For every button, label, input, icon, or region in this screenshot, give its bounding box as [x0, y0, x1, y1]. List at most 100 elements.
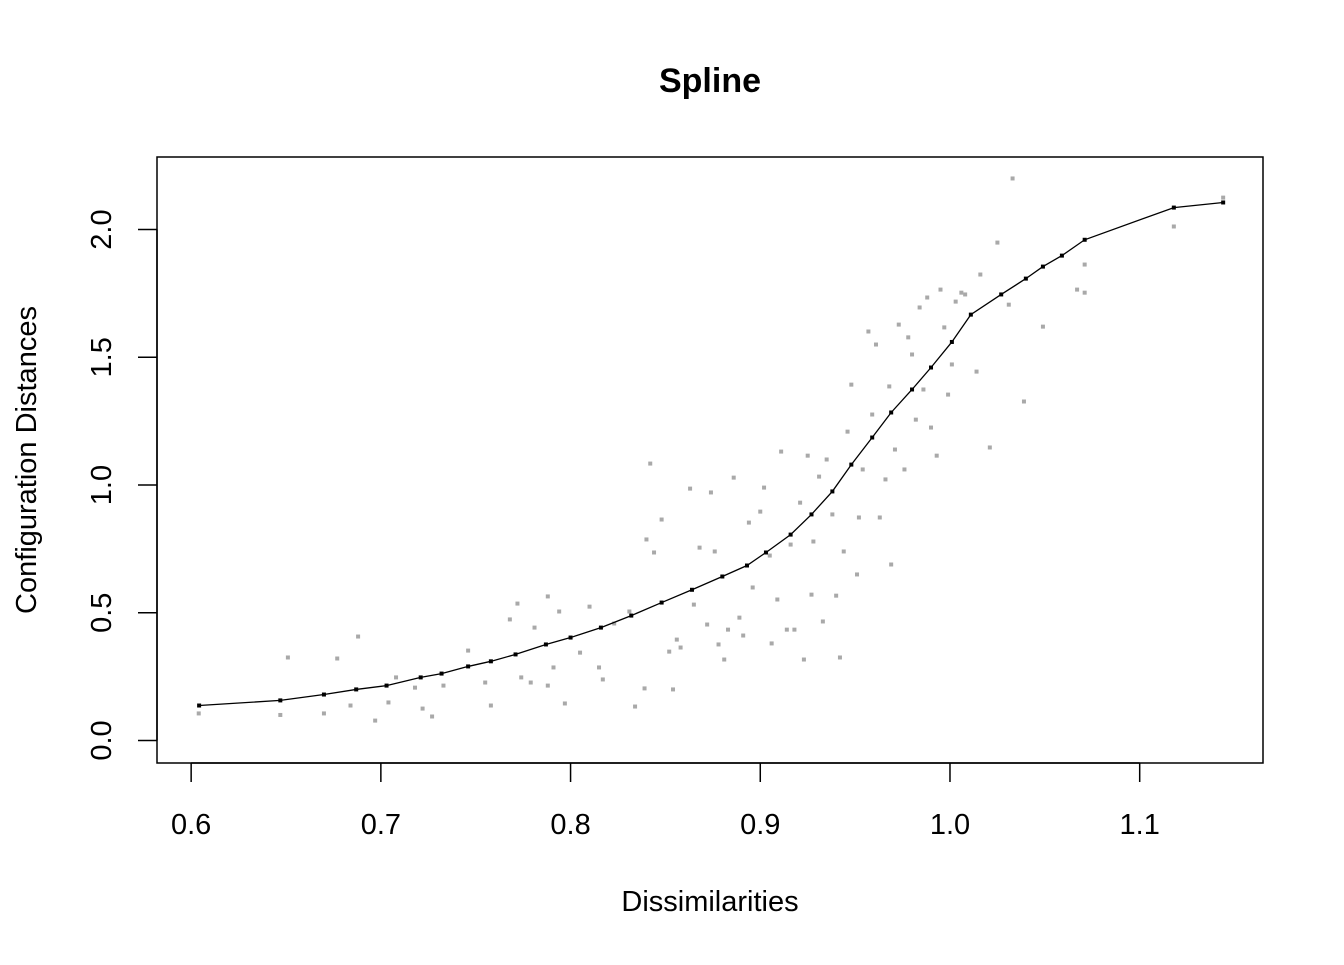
- observed-point: [873, 342, 878, 347]
- observed-point: [528, 680, 533, 685]
- fitted-point: [439, 671, 444, 676]
- observed-point: [612, 621, 617, 626]
- observed-point: [817, 474, 822, 479]
- observed-point: [688, 486, 693, 491]
- observed-point: [708, 490, 713, 495]
- fitted-point: [1082, 237, 1087, 242]
- observed-points: [196, 176, 1226, 723]
- observed-point: [938, 287, 943, 292]
- observed-point: [974, 369, 979, 374]
- observed-point: [644, 537, 649, 542]
- observed-point: [934, 453, 939, 458]
- fitted-point: [1221, 200, 1226, 205]
- observed-point: [820, 619, 825, 624]
- fitted-point: [968, 312, 973, 317]
- observed-point: [913, 417, 918, 422]
- fitted-point: [849, 462, 854, 467]
- observed-point: [466, 648, 471, 653]
- observed-point: [887, 384, 892, 389]
- fitted-point: [659, 600, 664, 605]
- x-tick-label: 1.0: [930, 809, 970, 841]
- observed-point: [356, 634, 361, 639]
- observed-point: [532, 625, 537, 630]
- observed-point: [373, 718, 378, 723]
- observed-point: [929, 425, 934, 430]
- observed-point: [896, 322, 901, 327]
- fitted-point: [689, 587, 694, 592]
- observed-point: [335, 656, 340, 661]
- y-tick-label: 0.0: [86, 720, 118, 760]
- y-axis: 0.0 0.5 1.0 1.5 2.0: [86, 209, 158, 761]
- observed-point: [627, 609, 632, 614]
- observed-point: [600, 677, 605, 682]
- fitted-point: [418, 675, 423, 680]
- observed-point: [1010, 176, 1015, 181]
- observed-point: [321, 711, 326, 716]
- x-tick-label: 0.6: [171, 809, 211, 841]
- observed-point: [837, 655, 842, 660]
- observed-point: [750, 585, 755, 590]
- observed-point: [963, 292, 968, 297]
- y-tick-label: 0.5: [86, 593, 118, 633]
- observed-point: [642, 686, 647, 691]
- observed-point: [845, 429, 850, 434]
- observed-point: [716, 642, 721, 647]
- fitted-point: [197, 703, 202, 708]
- observed-point: [775, 597, 780, 602]
- fitted-point: [870, 435, 875, 440]
- observed-point: [1082, 290, 1087, 295]
- observed-point: [519, 675, 524, 680]
- observed-point: [515, 601, 520, 606]
- observed-point: [394, 675, 399, 680]
- fitted-point: [999, 292, 1004, 297]
- observed-point: [995, 240, 1000, 245]
- observed-point: [856, 515, 861, 520]
- fitted-point: [543, 642, 548, 647]
- observed-point: [1082, 262, 1087, 267]
- observed-point: [285, 655, 290, 660]
- fitted-point: [384, 683, 389, 688]
- plot-frame: [156, 156, 1264, 764]
- fitted-point: [910, 387, 915, 392]
- observed-point: [860, 467, 865, 472]
- observed-point: [855, 572, 860, 577]
- observed-point: [562, 701, 567, 706]
- observed-point: [587, 604, 592, 609]
- observed-point: [413, 685, 418, 690]
- observed-point: [870, 412, 875, 417]
- observed-point: [671, 687, 676, 692]
- observed-point: [784, 627, 789, 632]
- observed-point: [798, 500, 803, 505]
- observed-point: [578, 650, 583, 655]
- fitted-point: [598, 625, 603, 630]
- observed-point: [762, 485, 767, 490]
- observed-point: [830, 512, 835, 517]
- observed-point: [758, 509, 763, 514]
- observed-point: [659, 517, 664, 522]
- fitted-point: [1040, 264, 1045, 269]
- fitted-point: [568, 635, 573, 640]
- observed-point: [483, 680, 488, 685]
- observed-point: [557, 609, 562, 614]
- observed-point: [910, 352, 915, 357]
- y-tick-label: 1.5: [86, 337, 118, 377]
- observed-point: [1021, 399, 1026, 404]
- observed-point: [811, 539, 816, 544]
- x-tick-label: 0.9: [740, 809, 780, 841]
- observed-point: [278, 712, 283, 717]
- observed-point: [648, 461, 653, 466]
- observed-point: [652, 550, 657, 555]
- observed-point: [1075, 287, 1080, 292]
- fitted-point: [763, 550, 768, 555]
- fitted-point: [354, 687, 359, 692]
- fitted-point: [929, 365, 934, 370]
- observed-point: [348, 703, 353, 708]
- fitted-point: [830, 489, 835, 494]
- fitted-point: [629, 613, 634, 618]
- observed-point: [987, 445, 992, 450]
- observed-point: [507, 617, 512, 622]
- observed-point: [1006, 302, 1011, 307]
- fitted-line: [199, 201, 1224, 707]
- observed-point: [877, 515, 882, 520]
